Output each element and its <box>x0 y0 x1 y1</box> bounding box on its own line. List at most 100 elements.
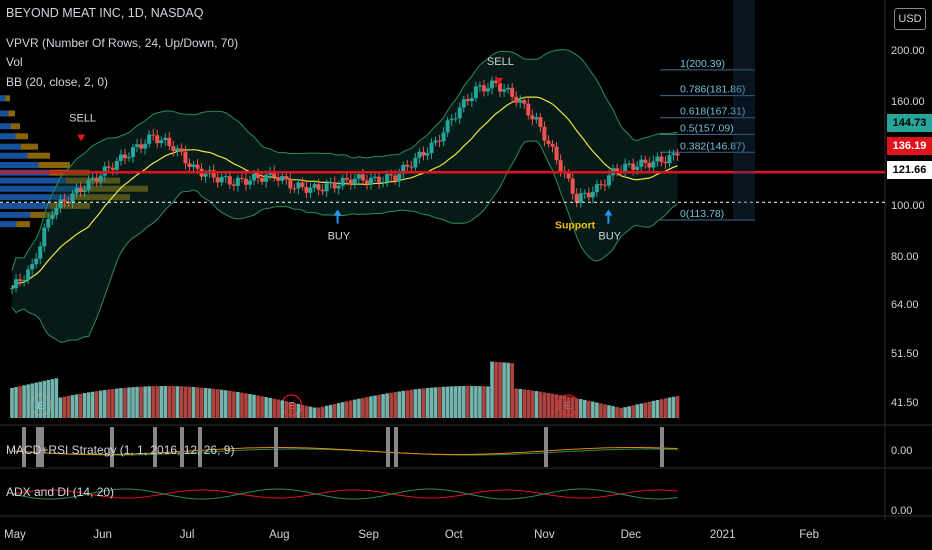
candle-body <box>86 179 91 190</box>
volume-bar <box>316 407 321 418</box>
indicator-vol[interactable]: Vol <box>6 55 23 69</box>
candle-body <box>18 279 23 282</box>
candle-body <box>332 182 337 189</box>
volume-bar <box>163 386 168 418</box>
volume-bar <box>506 362 510 418</box>
candle-body <box>155 135 160 144</box>
adx-plus-di <box>11 488 678 500</box>
candle-body <box>425 153 430 156</box>
candle-body <box>627 163 632 165</box>
fib-level-label: 1(200.39) <box>680 58 725 70</box>
bollinger-basis <box>11 96 678 289</box>
candle-body <box>506 87 511 90</box>
volume-bar <box>94 391 99 418</box>
time-axis-label: 2021 <box>710 529 736 541</box>
volume-bar <box>550 393 555 418</box>
candle-body <box>449 118 454 121</box>
indicator-bb[interactable]: BB (20, close, 2, 0) <box>6 75 109 89</box>
candle-body <box>292 188 297 190</box>
time-axis-label: Feb <box>799 529 819 541</box>
volume-bar <box>332 403 337 418</box>
candle-body <box>534 117 539 120</box>
volume-bar <box>530 390 535 418</box>
fib-level-label: 0(113.78) <box>680 208 724 220</box>
adx-legend[interactable]: ADX and DI (14, 20) <box>6 485 115 499</box>
candle-body <box>586 192 591 198</box>
adx-minus-di <box>11 489 678 499</box>
bollinger-band-fill <box>12 49 678 343</box>
macd-signal-bar <box>36 427 40 467</box>
volume-profile-bar-up <box>0 211 31 218</box>
volume-bar <box>349 400 353 418</box>
candle-body <box>651 161 656 168</box>
volume-profile-bar-down <box>8 110 15 117</box>
volume-bar <box>18 386 22 418</box>
candle-body <box>623 163 628 172</box>
volume-profile-bar-up <box>0 177 66 184</box>
volume-bar <box>587 400 591 418</box>
buy-arrow <box>604 209 613 216</box>
indicator-vpvr[interactable]: VPVR (Number Of Rows, 24, Up/Down, 70) <box>6 36 239 50</box>
candle-body <box>147 134 152 144</box>
candle-body <box>550 143 555 147</box>
volume-bar <box>228 390 232 418</box>
volume-bar <box>50 379 55 418</box>
sell-label: SELL <box>69 113 96 125</box>
volume-bar <box>466 386 470 418</box>
candle-body <box>288 178 293 189</box>
macd-signal-bar <box>40 427 44 467</box>
volume-bar <box>643 402 648 418</box>
volume-bar <box>663 398 668 418</box>
volume-bar <box>30 383 34 418</box>
volume-bar <box>232 391 236 418</box>
candle-body <box>272 171 277 178</box>
volume-bar <box>457 386 462 418</box>
candle-body <box>167 137 172 147</box>
candle-body <box>647 162 652 168</box>
volume-bar <box>236 392 240 418</box>
volume-bar <box>542 392 547 418</box>
volume-bar <box>405 390 410 418</box>
volume-bar <box>70 395 75 418</box>
volume-bar <box>336 403 341 418</box>
volume-profile-bar-down <box>71 194 130 201</box>
macd-rsi-legend[interactable]: MACD+RSI Strategy (1, 1, 2016, 12, 26, 9… <box>6 443 235 457</box>
volume-bar <box>554 394 559 418</box>
volume-bar <box>82 393 87 418</box>
candle-body <box>360 174 365 181</box>
candle-body <box>300 182 305 187</box>
bollinger-upper <box>11 49 678 271</box>
candle-body <box>481 85 486 92</box>
candle-body <box>70 193 75 203</box>
volume-bar <box>223 390 228 418</box>
volume-bar <box>623 407 627 418</box>
volume-bar <box>203 387 208 418</box>
candle-body <box>368 177 373 185</box>
bollinger-lower <box>11 140 678 343</box>
volume-bar <box>401 390 406 418</box>
candle-body <box>58 199 63 208</box>
candle-body <box>461 99 466 108</box>
sell-arrow <box>77 134 86 142</box>
currency-button[interactable]: USD <box>894 8 926 30</box>
candle-body <box>22 280 27 282</box>
time-axis-bg <box>0 520 932 550</box>
candle-body <box>82 189 87 192</box>
volume-bar <box>474 386 478 418</box>
volume-bar <box>308 406 313 418</box>
price-axis-tick: 100.00 <box>891 200 925 212</box>
candle-body <box>381 182 386 184</box>
volume-bar <box>675 395 680 418</box>
macd-line <box>11 446 678 456</box>
volume-bar <box>490 361 494 418</box>
volume-bar <box>288 402 293 418</box>
candle-body <box>348 179 353 185</box>
volume-bar <box>470 386 474 418</box>
sell-label: SELL <box>487 56 514 68</box>
volume-profile-bar-up <box>0 221 17 228</box>
volume-bar <box>10 388 14 418</box>
candle-body <box>10 288 14 290</box>
candle-body <box>78 187 83 192</box>
candle-body <box>187 163 192 167</box>
